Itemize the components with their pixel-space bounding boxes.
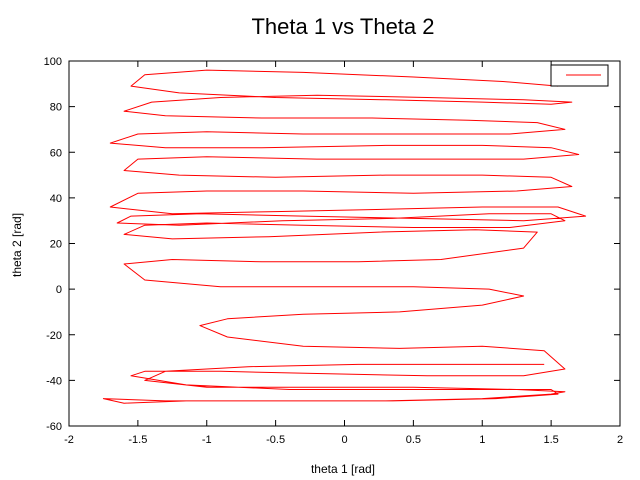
legend xyxy=(550,64,609,87)
axis-ticks: -2 -1.5 -1 -0.5 0 0.5 1 1.5 2 -60 -40 -20 0 20 40 60 80 1… xyxy=(44,56,623,446)
chart-title: Theta 1 vs Theta 2 xyxy=(251,14,434,39)
y-axis-label: theta 2 [rad] xyxy=(10,213,24,277)
series-layer xyxy=(102,69,587,404)
y-tick-label: -20 xyxy=(46,330,62,342)
plot-area-frame xyxy=(68,60,621,427)
y-tick-label: -60 xyxy=(46,421,62,433)
y-tick-label: 20 xyxy=(50,239,62,251)
y-tick-label: 0 xyxy=(56,284,62,296)
x-tick-label: 1.5 xyxy=(543,434,558,446)
x-tick-label: -1.5 xyxy=(128,434,147,446)
y-tick-label: 60 xyxy=(50,147,62,159)
series-line xyxy=(102,69,587,404)
x-tick-label: 0 xyxy=(341,434,347,446)
x-axis-label: theta 1 [rad] xyxy=(311,462,375,476)
x-tick-label: 1 xyxy=(479,434,485,446)
y-tick-label: 80 xyxy=(50,102,62,114)
y-tick-label: -40 xyxy=(46,375,62,387)
y-tick-label: 100 xyxy=(44,56,62,68)
x-tick-label: -0.5 xyxy=(266,434,285,446)
x-tick-label: 2 xyxy=(617,434,623,446)
x-tick-label: 0.5 xyxy=(406,434,421,446)
x-tick-label: -2 xyxy=(64,434,74,446)
x-tick-label: -1 xyxy=(202,434,212,446)
y-tick-label: 40 xyxy=(50,193,62,205)
